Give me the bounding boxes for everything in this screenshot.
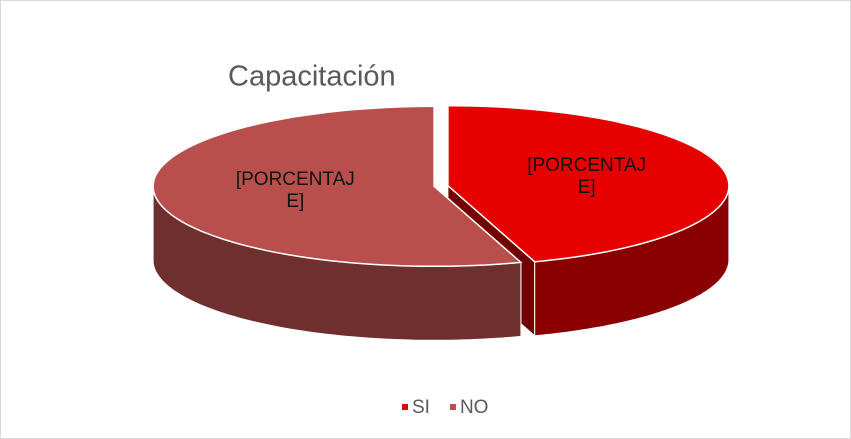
slice: [447, 104, 730, 263]
data-label: [PORCENTAJE]: [235, 168, 355, 212]
data-label: [PORCENTAJE]: [527, 155, 647, 199]
slice: [152, 105, 523, 268]
chart-title: Capacitación: [228, 61, 396, 93]
data-label-box: [PORCENTAJE]: [527, 155, 647, 199]
legend-label: NO: [460, 397, 489, 418]
legend-swatch: [449, 404, 456, 410]
legend-label: SI: [412, 397, 430, 418]
pie: [PORCENTAJE] [PORCENTAJE]: [152, 104, 730, 341]
data-label-box: [PORCENTAJE]: [235, 168, 355, 212]
legend: SI NO: [402, 397, 488, 418]
legend-swatch: [402, 404, 408, 410]
